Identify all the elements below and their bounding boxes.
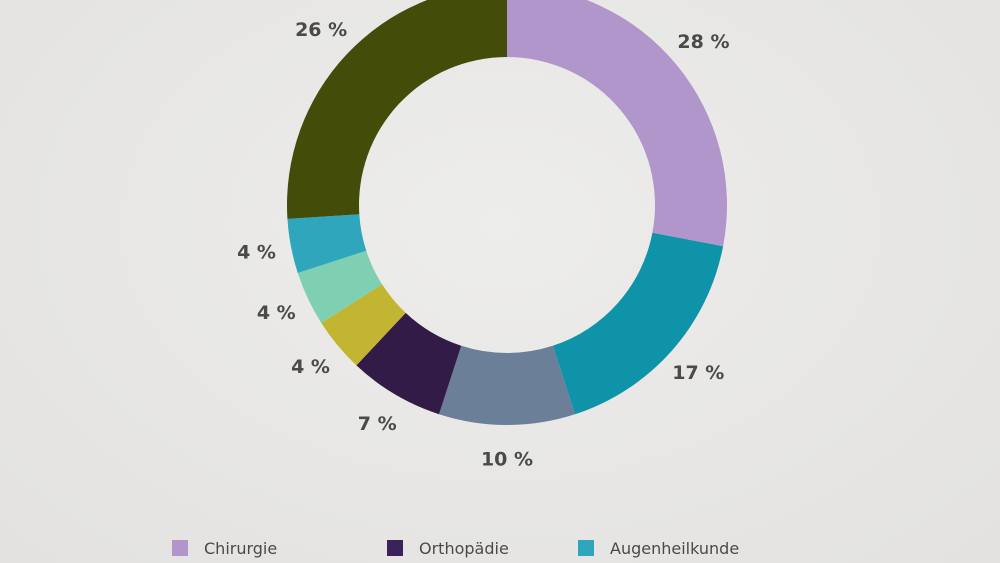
slice-label-4: 4 % (291, 356, 330, 378)
donut-slice-2 (439, 345, 575, 425)
slice-label-6: 4 % (237, 241, 276, 263)
legend-swatch-augenheilkunde (578, 540, 594, 556)
slice-label-1: 17 % (672, 362, 724, 384)
chart-legend: Chirurgie Orthopädie Augenheilkunde (0, 536, 1000, 560)
donut-slice-0 (507, 0, 727, 247)
slice-label-0: 28 % (677, 31, 729, 53)
legend-label-augenheilkunde: Augenheilkunde (610, 538, 740, 558)
slice-label-7: 26 % (295, 19, 347, 41)
donut-slices (287, 0, 727, 425)
slice-label-3: 7 % (358, 413, 397, 435)
donut-slice-3 (356, 312, 462, 415)
donut-slice-6 (287, 214, 367, 273)
legend-item-orthopaedie: Orthopädie (387, 536, 509, 560)
slice-label-2: 10 % (481, 449, 533, 471)
legend-label-orthopaedie: Orthopädie (419, 538, 509, 558)
legend-label-chirurgie: Chirurgie (204, 538, 278, 558)
legend-item-augenheilkunde: Augenheilkunde (578, 536, 739, 560)
donut-slice-4 (321, 284, 406, 366)
legend-swatch-orthopaedie (387, 540, 403, 556)
donut-slice-1 (552, 232, 724, 415)
donut-slice-5 (297, 250, 383, 323)
legend-swatch-chirurgie (172, 540, 188, 556)
legend-item-chirurgie: Chirurgie (172, 536, 277, 560)
slice-labels: 28 % 17 % 10 % 7 % 4 % 4 % 4 % 26 % (237, 19, 729, 471)
slice-label-5: 4 % (257, 302, 296, 324)
donut-slice-7 (287, 0, 507, 219)
